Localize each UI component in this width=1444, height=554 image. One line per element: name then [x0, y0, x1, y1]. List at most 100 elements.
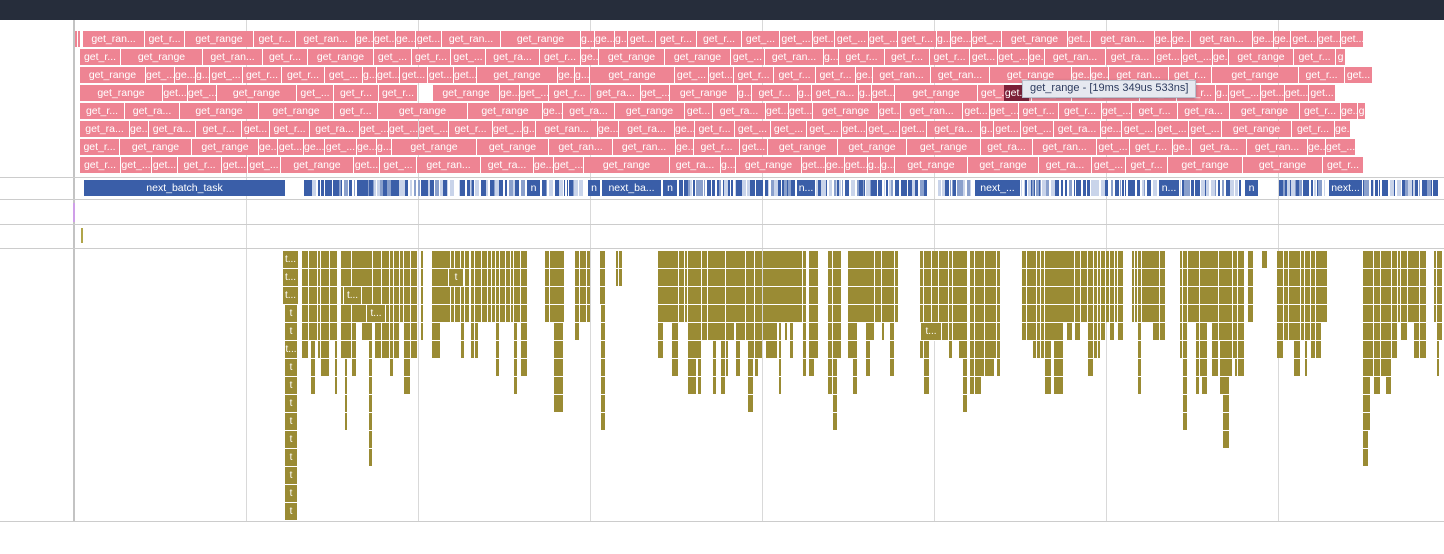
span-get-range[interactable]: get_r... [816, 67, 855, 83]
flame-column[interactable] [787, 251, 790, 322]
span-get-range[interactable]: get_... [731, 49, 764, 65]
span-get-range[interactable]: ge... [1253, 31, 1273, 47]
span-next-batch-task[interactable] [1205, 180, 1206, 196]
span-next-batch-task[interactable] [564, 180, 565, 196]
flame-column[interactable] [785, 251, 787, 340]
span-get-range[interactable]: ge... [1173, 139, 1191, 155]
span-get-range[interactable]: ge... [130, 121, 148, 137]
flame-column[interactable] [436, 251, 440, 358]
span-next-batch-task[interactable] [768, 180, 769, 196]
span-get-range[interactable]: ge... [259, 139, 277, 155]
span-next-batch-task[interactable] [866, 180, 870, 196]
span-get-range[interactable]: get_... [1102, 103, 1131, 119]
span-task[interactable]: t... [283, 269, 298, 286]
span-get-range[interactable]: get... [1261, 85, 1284, 101]
flame-column[interactable] [550, 251, 555, 322]
span-get-range[interactable]: get_r... [80, 139, 119, 155]
span-get-range[interactable]: get_range [895, 85, 977, 101]
flame-column[interactable] [327, 251, 329, 376]
span-get-range[interactable]: get_ran... [765, 49, 823, 65]
span-get-range[interactable]: get_range [501, 31, 580, 47]
span-next-batch-task[interactable] [788, 180, 791, 196]
span-get-range[interactable]: get_r... [549, 85, 590, 101]
flame-column[interactable] [895, 251, 898, 322]
span-get-range[interactable]: ge... [1101, 121, 1121, 137]
span-get-range[interactable]: ge... [1072, 67, 1090, 83]
span-next-batch-task[interactable] [1303, 180, 1306, 196]
span-next-batch-task[interactable] [724, 180, 728, 196]
span-next-batch-task[interactable] [826, 180, 827, 196]
span-next-batch-task[interactable] [684, 180, 688, 196]
span-get-range[interactable]: get_... [210, 67, 242, 83]
span-get-range[interactable]: get_... [1229, 85, 1260, 101]
flame-column[interactable] [755, 251, 758, 376]
span-next-batch-task[interactable] [735, 180, 736, 196]
span-next-batch-task[interactable] [906, 180, 907, 196]
flame-column[interactable] [875, 251, 881, 322]
span-next-batch-task[interactable] [521, 180, 525, 196]
span-next-batch-task[interactable] [428, 180, 430, 196]
flame-column[interactable] [1401, 251, 1407, 340]
flame-column[interactable] [975, 251, 981, 394]
span-next-batch-task[interactable] [1318, 180, 1322, 196]
span-get-range[interactable]: ge... [558, 67, 574, 83]
span-get-range[interactable]: get_r... [1294, 49, 1335, 65]
span-next-batch-task[interactable] [834, 180, 836, 196]
flame-column[interactable] [1392, 251, 1397, 358]
span-next-batch-task[interactable] [908, 180, 912, 196]
span-next-batch-task[interactable] [1390, 180, 1394, 196]
span-get-range[interactable]: g... [377, 139, 391, 155]
span-get-range[interactable]: get... [740, 139, 767, 155]
span-get-range[interactable]: g... [363, 67, 376, 83]
span-next-batch-task[interactable] [1379, 180, 1380, 196]
span-get-range[interactable]: get_range [1002, 31, 1067, 47]
span-next-batch-task[interactable] [486, 180, 488, 196]
span-get-range[interactable]: get... [879, 103, 900, 119]
span-get-range[interactable]: get_ran... [901, 103, 962, 119]
span-get-range[interactable]: get_... [493, 121, 522, 137]
flame-column[interactable] [1081, 251, 1087, 322]
span-get-range[interactable]: get_range [308, 49, 373, 65]
flame-column[interactable] [691, 251, 696, 394]
flame-column[interactable] [375, 251, 377, 358]
span-next-batch-task[interactable] [1295, 180, 1296, 196]
flame-column[interactable] [1398, 251, 1400, 322]
span-task[interactable]: t... [921, 323, 941, 340]
span-next-batch-task[interactable] [1132, 180, 1135, 196]
flame-column[interactable] [1291, 251, 1294, 340]
span-next-batch-task[interactable] [1230, 180, 1234, 196]
span-next-batch-task[interactable] [1025, 180, 1027, 196]
span-get-range[interactable]: get_range [433, 85, 499, 101]
span-next-batch-task[interactable] [938, 180, 941, 196]
span-next-batch-task[interactable] [1105, 180, 1108, 196]
span-next-batch-task[interactable] [421, 180, 425, 196]
span-get-range[interactable]: get_range [670, 85, 737, 101]
span-next-batch-task[interactable] [1405, 180, 1408, 196]
span-get-range[interactable]: ge... [1274, 31, 1290, 47]
flame-column[interactable] [959, 251, 963, 358]
span-next-batch-task[interactable] [791, 180, 795, 196]
span-get-range[interactable]: get_... [451, 49, 485, 65]
span-get-range[interactable]: get_ran... [417, 157, 480, 173]
span-get-range[interactable]: g [1358, 103, 1365, 119]
span-next-batch-task[interactable] [1039, 180, 1040, 196]
span-next-batch-task[interactable] [1371, 180, 1373, 196]
span-get-range[interactable]: get_ra... [981, 139, 1032, 155]
span-next-batch-task[interactable] [774, 180, 778, 196]
span-next-batch-task[interactable] [414, 180, 416, 196]
span-get-range[interactable]: get_range [895, 157, 967, 173]
flame-column[interactable] [790, 251, 793, 358]
flame-column[interactable] [311, 251, 315, 394]
span-next-batch-task[interactable]: n [588, 180, 600, 196]
span-next-batch-task[interactable] [1324, 180, 1325, 196]
span-next-batch-task[interactable] [325, 180, 328, 196]
span-next-batch-task[interactable] [1182, 180, 1184, 196]
span-next-batch-task[interactable] [357, 180, 360, 196]
flame-column[interactable] [492, 251, 495, 322]
span-get-range[interactable]: get_... [1189, 121, 1221, 137]
span-next-batch-task[interactable] [780, 180, 781, 196]
flame-column[interactable] [942, 251, 948, 340]
flame-column[interactable] [1437, 251, 1439, 376]
span-next-batch-task[interactable] [1034, 180, 1035, 196]
flame-column[interactable] [696, 251, 698, 358]
